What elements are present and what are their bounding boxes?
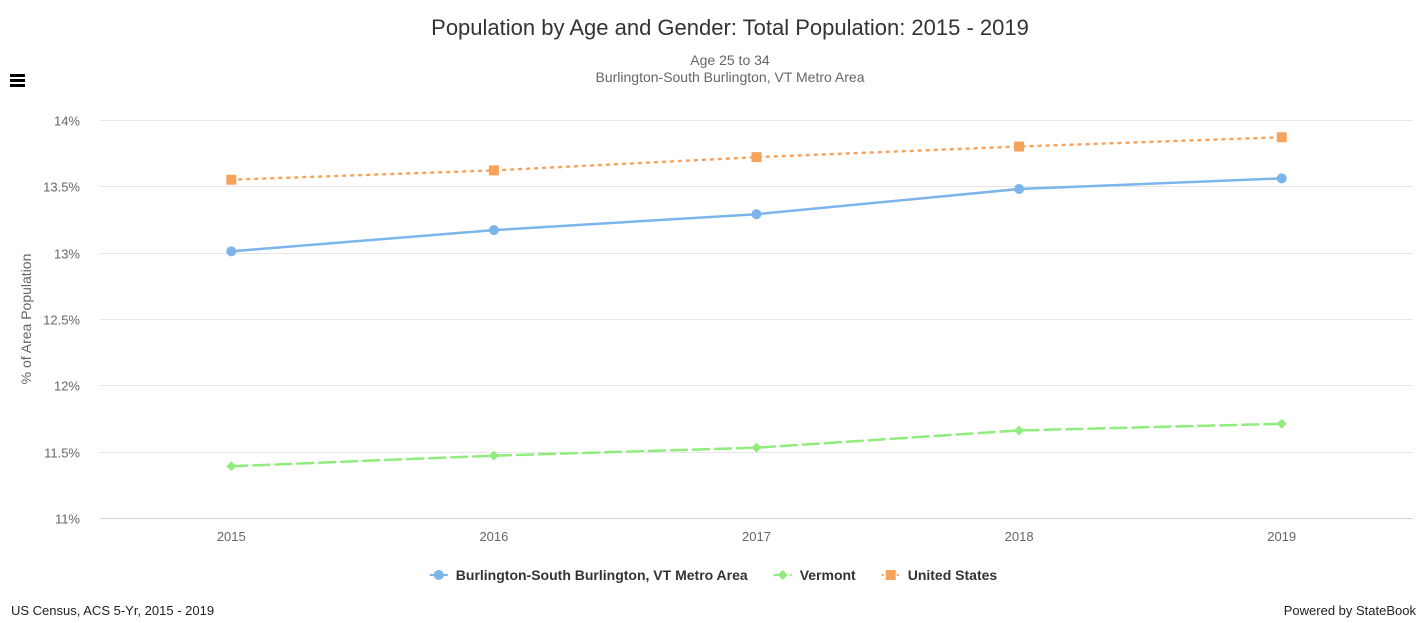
series-line	[230, 135, 1283, 181]
data-point[interactable]	[226, 461, 237, 472]
series-line	[230, 422, 1283, 468]
powered-by-credit: Powered by StateBook	[1283, 603, 1416, 618]
y-tick-label: 12%	[54, 379, 80, 394]
gridlines	[100, 120, 1413, 519]
series-0	[226, 173, 1287, 257]
legend-marker[interactable]	[433, 570, 444, 580]
data-point[interactable]	[751, 209, 762, 220]
x-tick-label: 2019	[1267, 529, 1296, 544]
legend-marker[interactable]	[885, 570, 896, 580]
data-point[interactable]	[751, 152, 762, 163]
y-tick-label: 11%	[55, 512, 80, 527]
chart-title: Population by Age and Gender: Total Popu…	[431, 15, 1029, 40]
legend: Burlington-South Burlington, VT Metro Ar…	[429, 567, 998, 583]
chart-subtitle-area: Burlington-South Burlington, VT Metro Ar…	[595, 69, 864, 85]
y-tick-label: 14%	[54, 114, 80, 129]
chart-subtitle-age: Age 25 to 34	[690, 52, 770, 68]
data-point[interactable]	[488, 225, 499, 236]
y-axis-label: % of Area Population	[18, 254, 34, 385]
x-tick-label: 2015	[217, 529, 246, 544]
data-point[interactable]	[1014, 183, 1025, 194]
y-tick-label: 13.5%	[43, 180, 80, 195]
data-point[interactable]	[1014, 141, 1025, 152]
series-1	[226, 418, 1287, 472]
data-point[interactable]	[488, 450, 499, 461]
legend-label: Burlington-South Burlington, VT Metro Ar…	[456, 567, 748, 583]
line-chart: Population by Age and Gender: Total Popu…	[18, 15, 1413, 583]
data-point[interactable]	[1276, 173, 1287, 184]
data-point[interactable]	[226, 246, 237, 257]
y-tick-label: 12.5%	[43, 313, 80, 328]
y-tick-label: 11.5%	[44, 446, 80, 461]
legend-item[interactable]: Vermont	[773, 567, 856, 583]
data-point[interactable]	[226, 174, 237, 185]
data-point[interactable]	[1014, 425, 1025, 436]
series-layer	[226, 132, 1287, 472]
legend-item[interactable]: United States	[881, 567, 998, 583]
data-point[interactable]	[1276, 132, 1287, 143]
legend-label: Vermont	[800, 567, 856, 583]
hamburger-menu-icon[interactable]	[8, 70, 28, 90]
y-axis: 11% 11.5% 12% 12.5% 13% 13.5% 14%	[43, 114, 80, 527]
x-tick-label: 2017	[742, 529, 771, 544]
legend-marker[interactable]	[777, 570, 788, 580]
data-point[interactable]	[1276, 418, 1287, 429]
x-tick-label: 2016	[479, 529, 508, 544]
y-tick-label: 13%	[54, 247, 80, 262]
series-2	[226, 132, 1287, 185]
source-credit: US Census, ACS 5-Yr, 2015 - 2019	[11, 603, 215, 618]
data-point[interactable]	[751, 442, 762, 453]
legend-label: United States	[908, 567, 998, 583]
legend-item[interactable]: Burlington-South Burlington, VT Metro Ar…	[429, 567, 748, 583]
data-point[interactable]	[488, 165, 499, 176]
x-axis: 2015 2016 2017 2018 2019	[217, 529, 1296, 544]
x-tick-label: 2018	[1005, 529, 1034, 544]
